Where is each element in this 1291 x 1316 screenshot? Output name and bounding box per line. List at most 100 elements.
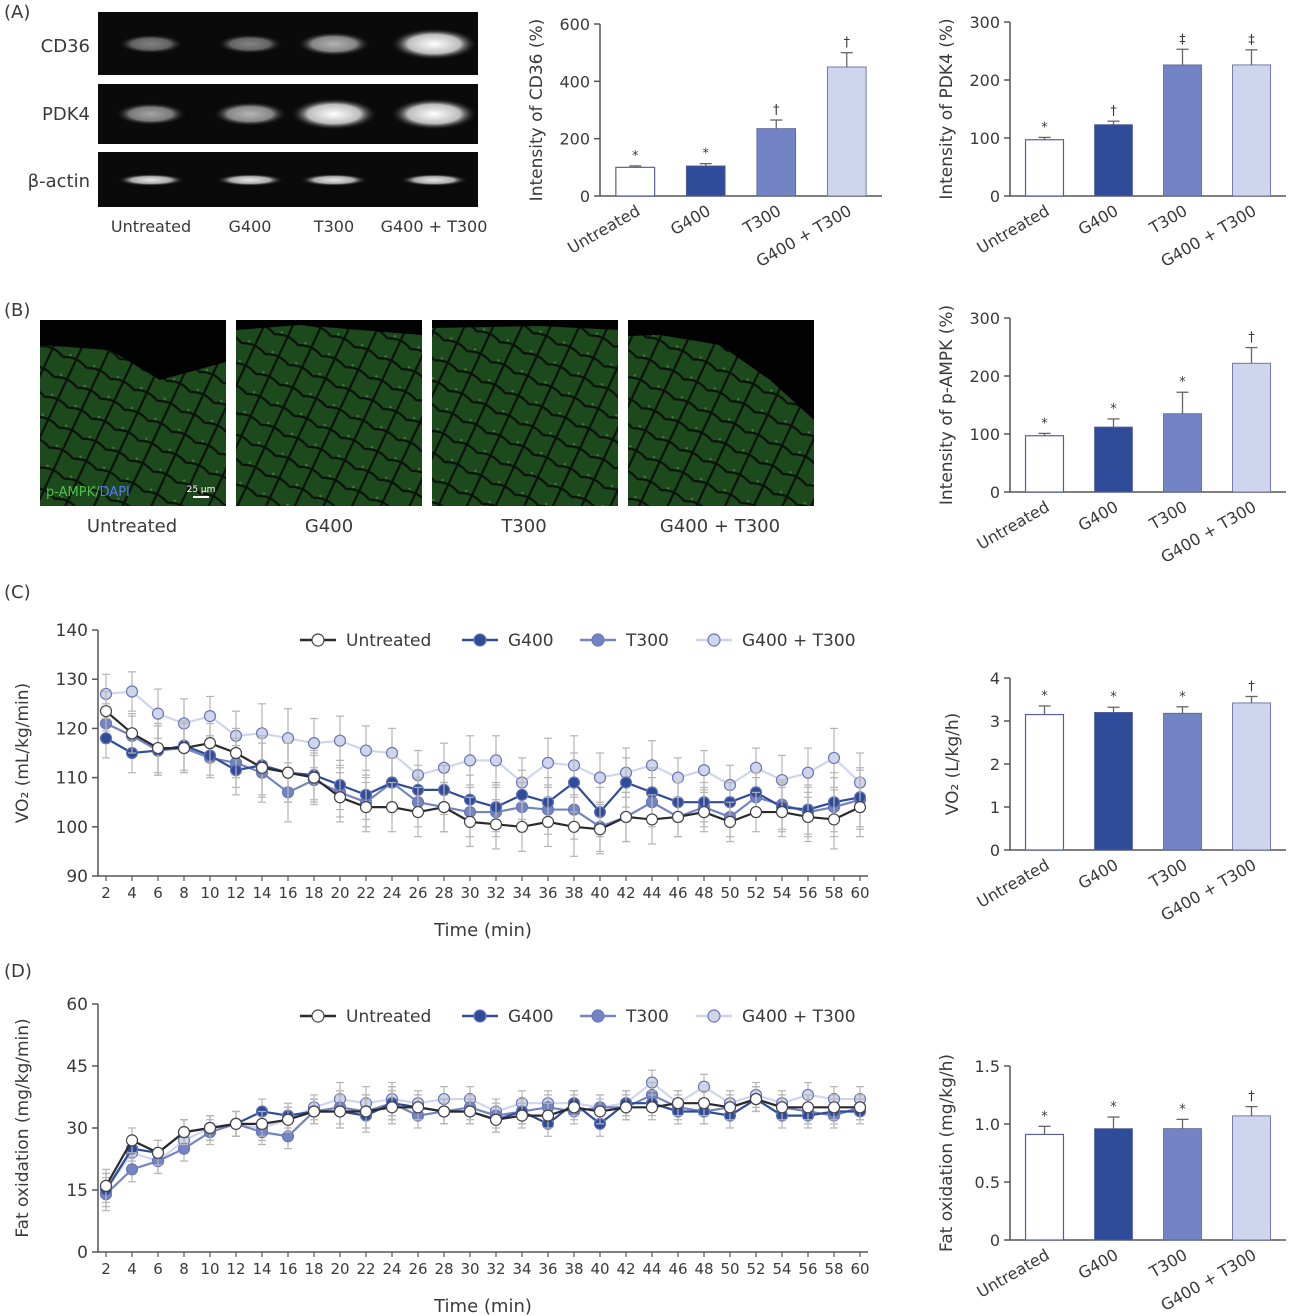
x-tick-label: 8 — [179, 884, 189, 902]
data-point — [697, 1097, 711, 1110]
data-point — [203, 1121, 217, 1135]
data-point — [359, 1105, 373, 1118]
blot-lane-t300: T300 — [313, 217, 354, 236]
x-tick-label: 54 — [772, 1260, 791, 1278]
data-point — [333, 791, 347, 804]
x-tick-label: Untreated — [973, 497, 1052, 554]
data-point — [515, 788, 529, 801]
bar — [826, 66, 867, 197]
y-tick-label: 120 — [56, 719, 88, 739]
data-point — [385, 801, 399, 814]
bar — [756, 128, 797, 197]
x-tick-label: T300 — [1145, 201, 1190, 238]
legend-label: G400 — [508, 631, 554, 651]
x-tick-label: 22 — [356, 884, 375, 902]
x-tick-label: 26 — [408, 1260, 427, 1278]
bar — [1024, 435, 1065, 493]
x-tick-label: 32 — [486, 884, 505, 902]
legend-marker — [311, 1009, 325, 1023]
x-tick-label: 60 — [850, 1260, 869, 1278]
data-point — [593, 1105, 607, 1118]
chart-pampk: 0 100 200 300 Intensity of p-AMPK (%) * Untrea… — [937, 305, 1286, 567]
legend-marker — [473, 1009, 487, 1023]
x-tick-label: 48 — [694, 1260, 713, 1278]
significance-mark: † — [1248, 331, 1255, 346]
y-tick-label: 100 — [969, 425, 1000, 444]
bar — [1024, 139, 1065, 197]
y-axis-label: VO₂ (mL/kg/min) — [13, 683, 33, 823]
significance-mark: * — [1179, 690, 1186, 705]
bar — [1094, 1128, 1133, 1241]
x-tick-label: 16 — [278, 884, 297, 902]
x-tick-label: 60 — [850, 884, 869, 902]
legend-marker — [591, 633, 605, 647]
x-tick-label: 36 — [538, 1260, 557, 1278]
x-tick-label: 40 — [590, 884, 609, 902]
x-tick-label: 22 — [356, 1260, 375, 1278]
data-point — [749, 1092, 763, 1106]
legend-marker — [311, 633, 325, 647]
x-tick-label: 34 — [512, 1260, 531, 1278]
data-point — [125, 685, 139, 698]
significance-mark: † — [773, 103, 780, 118]
data-point — [671, 810, 685, 824]
x-tick-label: 16 — [278, 1260, 297, 1278]
data-point — [177, 1126, 191, 1139]
legend-marker — [591, 1009, 605, 1023]
data-point — [749, 761, 763, 774]
data-point — [801, 1101, 815, 1114]
x-tick-label: 50 — [720, 1260, 739, 1278]
data-point — [827, 1101, 841, 1114]
data-point — [671, 1097, 685, 1110]
x-tick-label: 4 — [127, 884, 137, 902]
x-tick-label: 24 — [382, 884, 401, 902]
x-tick-label: 20 — [330, 1260, 349, 1278]
y-tick-label: 110 — [56, 769, 88, 789]
x-tick-label: 12 — [226, 1260, 245, 1278]
x-tick-label: 44 — [642, 1260, 661, 1278]
data-point — [853, 1101, 867, 1114]
blot-band — [390, 28, 478, 60]
blot-band — [296, 31, 372, 57]
data-point — [619, 810, 633, 824]
data-point — [385, 1101, 399, 1114]
data-point — [827, 813, 841, 826]
y-tick-label: 1 — [990, 798, 1000, 817]
x-tick-label: 44 — [642, 884, 661, 902]
y-axis-label: Fat oxidation (mg/kg/min) — [13, 1018, 33, 1237]
data-point — [593, 823, 607, 836]
legend-label: Untreated — [346, 1007, 431, 1027]
x-tick-label: 42 — [616, 884, 635, 902]
x-tick-label: 46 — [668, 1260, 687, 1278]
data-point — [619, 1101, 633, 1114]
chart-fat_bar: 0 0.5 1.0 1.5 Fat oxidation (mg/kg/h) * Untrea… — [937, 1054, 1286, 1315]
data-point — [489, 754, 503, 767]
x-tick-label: T300 — [1145, 497, 1190, 534]
bar — [1094, 426, 1133, 493]
x-tick-label: T300 — [1145, 855, 1190, 892]
legend-label: Untreated — [346, 631, 431, 651]
blot-band — [216, 34, 284, 54]
blot-label-cd36: CD36 — [41, 36, 90, 57]
data-point — [541, 815, 555, 828]
data-point — [151, 707, 165, 720]
micrograph-t300 — [432, 320, 618, 506]
significance-mark: * — [1110, 1100, 1117, 1115]
micrographs: p-AMPK/DAPI 25 μm Untreated G400 T300 G4… — [40, 320, 814, 537]
x-tick-label: 2 — [101, 884, 111, 902]
y-tick-label: 0.5 — [975, 1173, 1000, 1192]
blot-lane-g400: G400 — [229, 217, 272, 236]
y-tick-label: 100 — [969, 129, 1000, 148]
data-point — [567, 776, 581, 789]
micro-caption-untreated: Untreated — [87, 516, 177, 537]
x-tick-label: 6 — [153, 1260, 163, 1278]
data-point — [99, 1179, 113, 1192]
data-point — [723, 1101, 737, 1114]
data-point — [437, 801, 451, 814]
micro-caption-t300: T300 — [500, 516, 546, 537]
data-point — [411, 805, 425, 819]
data-point — [645, 1101, 659, 1114]
data-point — [619, 776, 633, 789]
x-tick-label: 20 — [330, 884, 349, 902]
significance-mark: * — [1041, 120, 1048, 135]
